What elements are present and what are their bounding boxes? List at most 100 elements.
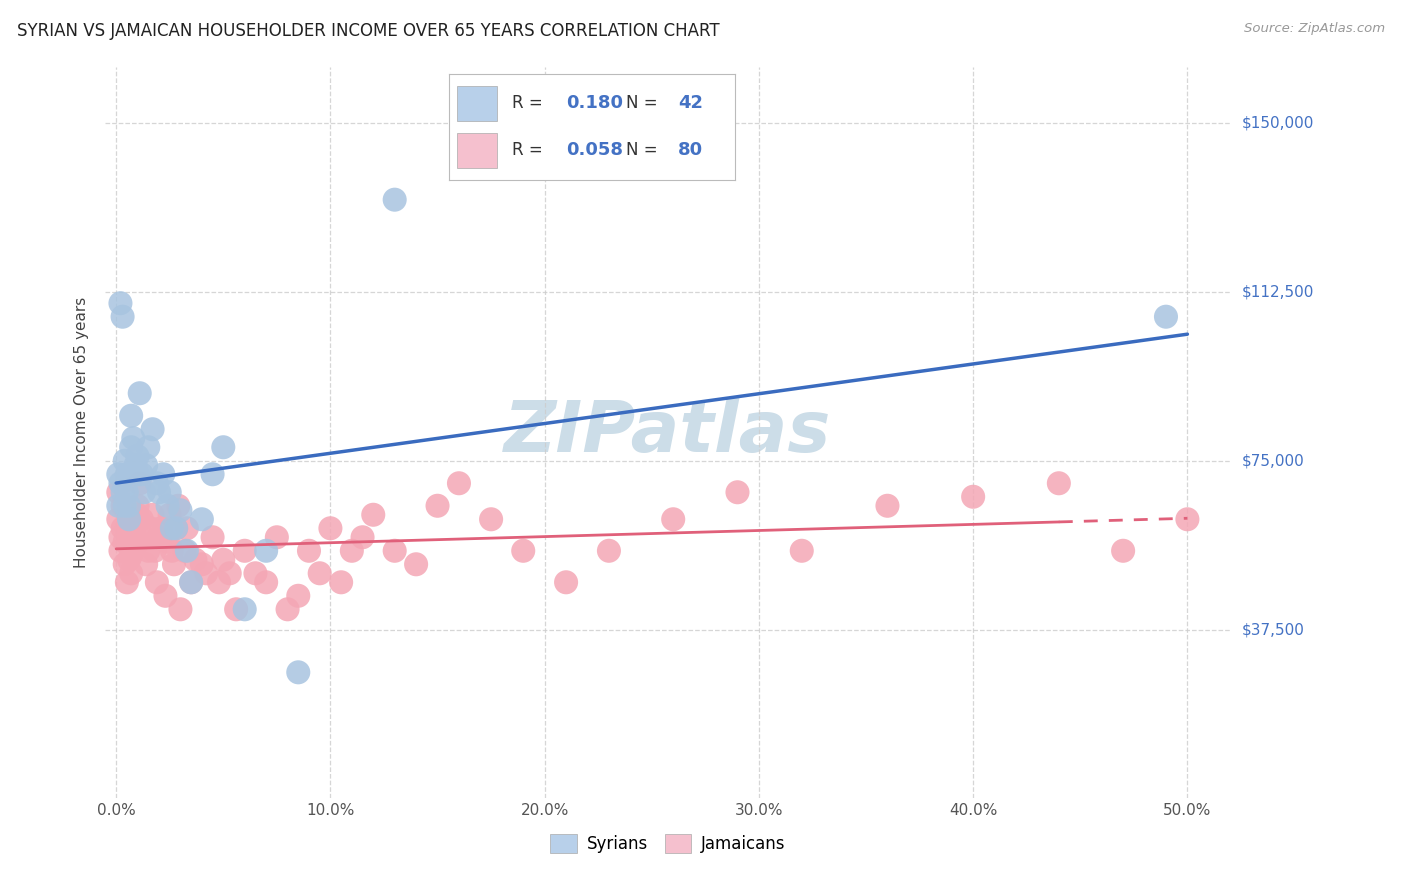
Point bbox=[114, 534, 136, 549]
Point bbox=[384, 193, 406, 207]
Point bbox=[150, 521, 173, 535]
Point bbox=[254, 575, 277, 590]
Point bbox=[122, 512, 145, 526]
Point bbox=[156, 499, 179, 513]
Point bbox=[277, 602, 299, 616]
Point bbox=[115, 467, 138, 482]
Point bbox=[662, 512, 685, 526]
Point bbox=[876, 499, 898, 513]
Point bbox=[169, 602, 191, 616]
Point bbox=[208, 575, 231, 590]
Point bbox=[426, 499, 449, 513]
Point bbox=[169, 503, 191, 517]
Point bbox=[512, 543, 534, 558]
Point bbox=[148, 530, 170, 544]
Point bbox=[132, 485, 155, 500]
Point bbox=[1047, 476, 1070, 491]
Point bbox=[287, 665, 309, 680]
Point bbox=[298, 543, 321, 558]
Point bbox=[148, 485, 170, 500]
Point bbox=[118, 553, 141, 567]
Point bbox=[361, 508, 384, 522]
Point bbox=[118, 530, 141, 544]
Point bbox=[287, 589, 309, 603]
Point bbox=[167, 499, 190, 513]
Point bbox=[447, 476, 470, 491]
Point bbox=[163, 558, 186, 572]
Point bbox=[146, 575, 169, 590]
Point bbox=[111, 521, 134, 535]
Point bbox=[1154, 310, 1177, 324]
Point bbox=[114, 499, 136, 513]
Point bbox=[132, 530, 155, 544]
Point bbox=[107, 485, 129, 500]
Point bbox=[135, 558, 157, 572]
Point bbox=[330, 575, 353, 590]
Point bbox=[191, 512, 214, 526]
Text: $75,000: $75,000 bbox=[1241, 453, 1305, 468]
Point bbox=[165, 521, 187, 535]
Point bbox=[191, 558, 214, 572]
Point bbox=[727, 485, 749, 500]
Point bbox=[115, 521, 138, 535]
Point bbox=[479, 512, 502, 526]
Point bbox=[1112, 543, 1135, 558]
Point bbox=[124, 530, 146, 544]
Point bbox=[131, 512, 153, 526]
Point bbox=[160, 543, 183, 558]
Point bbox=[159, 508, 181, 522]
Point bbox=[115, 575, 138, 590]
Point bbox=[110, 476, 132, 491]
Point bbox=[180, 575, 202, 590]
Point bbox=[142, 422, 165, 436]
Point bbox=[120, 566, 142, 581]
Point bbox=[233, 543, 256, 558]
Point bbox=[254, 543, 277, 558]
Point bbox=[962, 490, 984, 504]
Point bbox=[111, 310, 134, 324]
Point bbox=[173, 543, 195, 558]
Point bbox=[176, 521, 198, 535]
Point bbox=[160, 521, 183, 535]
Text: ZIPatlas: ZIPatlas bbox=[505, 398, 831, 467]
Point bbox=[155, 589, 177, 603]
Point bbox=[384, 543, 406, 558]
Point bbox=[180, 575, 202, 590]
Point bbox=[319, 521, 342, 535]
Point bbox=[225, 602, 247, 616]
Point bbox=[152, 467, 174, 482]
Point bbox=[124, 458, 146, 473]
Point bbox=[107, 512, 129, 526]
Point bbox=[127, 499, 149, 513]
Point bbox=[136, 440, 159, 454]
Point bbox=[122, 431, 145, 445]
Point bbox=[405, 558, 427, 572]
Point bbox=[135, 458, 157, 473]
Point bbox=[146, 476, 169, 491]
Point bbox=[308, 566, 330, 581]
Text: $150,000: $150,000 bbox=[1241, 116, 1313, 130]
Point bbox=[114, 454, 136, 468]
Text: $112,500: $112,500 bbox=[1241, 285, 1313, 300]
Point bbox=[120, 440, 142, 454]
Y-axis label: Householder Income Over 65 years: Householder Income Over 65 years bbox=[75, 297, 90, 568]
Point bbox=[127, 508, 149, 522]
Point bbox=[184, 553, 207, 567]
Point bbox=[127, 449, 149, 463]
Point bbox=[127, 467, 149, 482]
Point bbox=[110, 296, 132, 310]
Point bbox=[107, 499, 129, 513]
Point bbox=[201, 467, 224, 482]
Point bbox=[118, 499, 141, 513]
Point bbox=[136, 543, 159, 558]
Point bbox=[555, 575, 578, 590]
Point bbox=[142, 508, 165, 522]
Point bbox=[195, 566, 218, 581]
Point bbox=[152, 530, 174, 544]
Point bbox=[143, 543, 166, 558]
Point bbox=[110, 543, 132, 558]
Point bbox=[201, 530, 224, 544]
Point bbox=[156, 534, 179, 549]
Point bbox=[114, 558, 136, 572]
Point bbox=[128, 476, 150, 491]
